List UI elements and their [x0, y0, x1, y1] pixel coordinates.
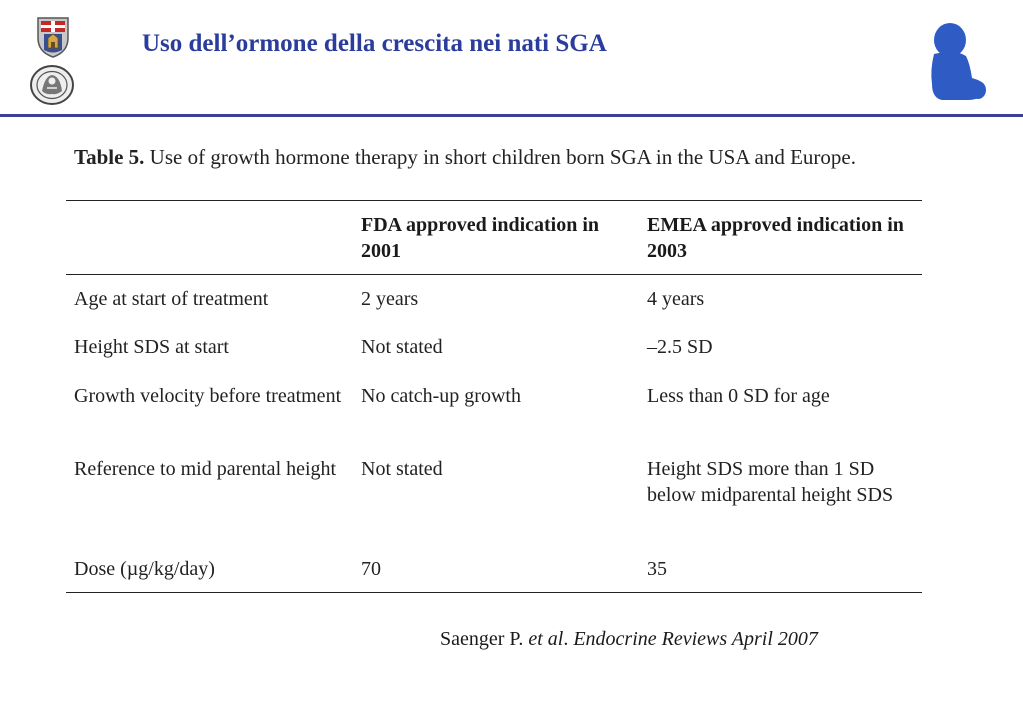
slide-header: Uso dell’ormone della crescita nei nati …	[0, 0, 1023, 120]
university-seal-logo	[30, 65, 74, 105]
cell-emea-dose: 35	[647, 558, 667, 580]
table-caption-text: Use of growth hormone therapy in short c…	[149, 145, 856, 169]
university-shield-logo	[37, 17, 69, 58]
table-caption-label: Table 5.	[74, 145, 145, 169]
cell-fda-dose: 70	[361, 558, 381, 580]
row-label-growth-velocity: Growth velocity before treatment	[74, 385, 342, 407]
row-label-height-sds: Height SDS at start	[74, 336, 229, 358]
row-label-mid-parental: Reference to mid parental height	[74, 458, 337, 480]
cell-fda-growth-velocity: No catch-up growth	[361, 385, 521, 407]
cell-emea-height-sds: –2.5 SD	[647, 336, 713, 358]
table-header-rule	[66, 274, 922, 275]
column-header-emea: EMEA approved indication in 2003	[647, 214, 904, 262]
table-top-rule	[66, 200, 922, 201]
row-label-dose: Dose (µg/kg/day)	[74, 558, 215, 580]
citation-authors: Saenger P.	[440, 628, 524, 650]
header-divider	[0, 114, 1023, 117]
table-bottom-rule	[66, 592, 922, 593]
table-caption: Table 5. Use of growth hormone therapy i…	[74, 144, 914, 171]
row-label-age: Age at start of treatment	[74, 288, 269, 310]
cell-emea-mid-parental: Height SDS more than 1 SD below midparen…	[647, 458, 894, 506]
cell-fda-mid-parental: Not stated	[361, 458, 443, 480]
slide-title: Uso dell’ormone della crescita nei nati …	[142, 30, 607, 57]
cell-fda-height-sds: Not stated	[361, 336, 443, 358]
column-header-fda: FDA approved indication in 2001	[361, 214, 600, 262]
citation: Saenger P. et al. Endocrine Reviews Apri…	[440, 628, 818, 650]
cell-emea-age: 4 years	[647, 288, 705, 310]
cell-emea-growth-velocity: Less than 0 SD for age	[647, 385, 830, 407]
cell-fda-age: 2 years	[361, 288, 419, 310]
citation-source: Endocrine Reviews April 2007	[573, 628, 818, 650]
baby-silhouette-icon	[931, 23, 986, 100]
citation-etal: et al	[528, 628, 564, 650]
